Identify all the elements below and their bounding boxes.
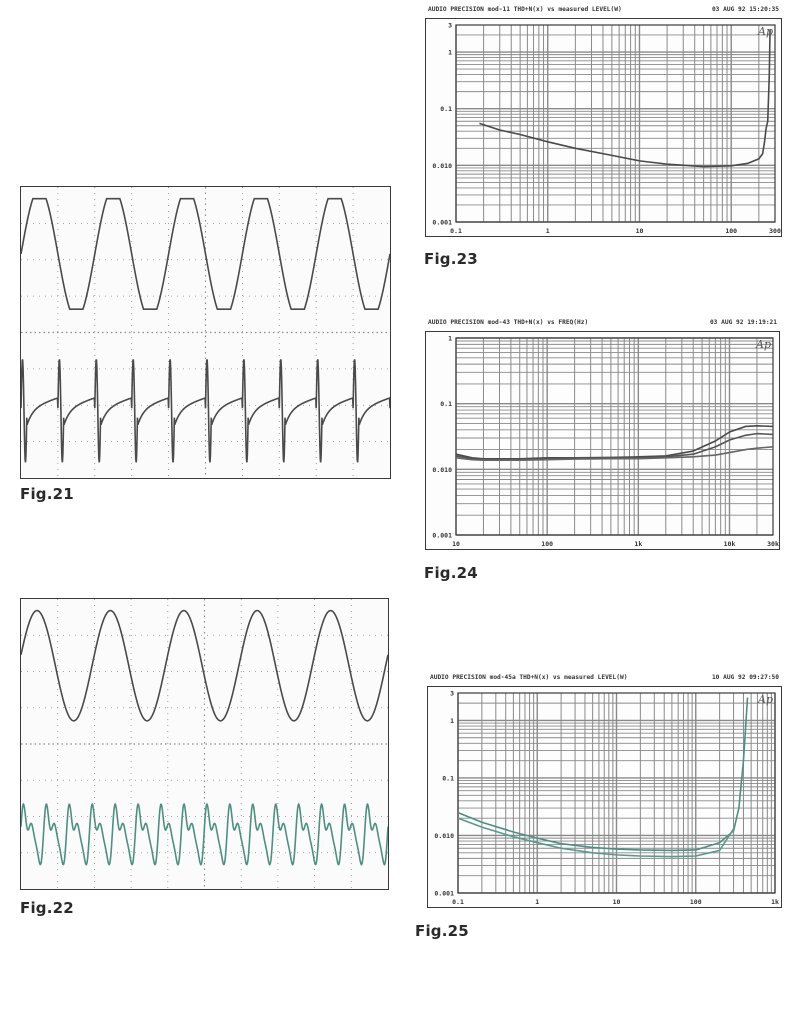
fig25-x-tick-label: 1: [535, 898, 539, 906]
fig24-label: Fig.24: [424, 564, 478, 582]
fig23-x-tick-label: 300: [769, 227, 781, 235]
fig25-y-tick-label: 0.001: [434, 890, 454, 898]
fig25-x-tick-label: 0.1: [452, 898, 464, 906]
fig25-y-tick-label: 0.010: [434, 832, 454, 840]
fig24-ap-logo: Ap: [756, 338, 771, 351]
fig24-x-tick-label: 10k: [724, 540, 736, 548]
fig21-trace-1: [21, 197, 390, 311]
fig23-ap-logo: Ap: [758, 25, 773, 38]
fig22-graticule: [21, 599, 388, 889]
fig21-oscilloscope-panel: [20, 186, 391, 479]
fig24-x-tick-label: 30k: [767, 540, 779, 548]
fig24-series-3: [455, 446, 774, 461]
fig23-plot-frame: [455, 24, 776, 223]
fig23-y-tick-label: 0.001: [432, 219, 452, 227]
fig24-plot: 10 100 1k 10k 30k 1 0.1 0.010 0.001: [432, 335, 779, 549]
fig23-label: Fig.23: [424, 250, 478, 268]
fig24-series-1: [455, 425, 774, 460]
fig21-label: Fig.21: [20, 485, 74, 503]
fig22-oscilloscope-panel: [20, 598, 389, 890]
fig25-x-tick-label: 100: [690, 898, 702, 906]
fig23-x-tick-label: 1: [546, 227, 550, 235]
fig25-ap-logo: Ap: [758, 693, 773, 706]
fig23-series-1: [479, 29, 771, 168]
fig24-grid: [455, 337, 774, 536]
fig23-y-tick-label: 3: [448, 22, 452, 30]
fig25-plot-frame: [457, 692, 776, 894]
fig23-y-tick-label: 0.010: [432, 162, 452, 170]
fig24-ap-plot-panel: AUDIO PRECISION mod-43 THD+N(x) vs FREQ(…: [425, 319, 780, 550]
fig24-x-tick-label: 10: [452, 540, 460, 548]
fig25-grid: [457, 692, 776, 894]
fig25-header: AUDIO PRECISION mod-45a THD+N(x) vs meas…: [430, 674, 628, 681]
fig23-y-tick-label: 1: [448, 49, 452, 57]
fig22-plot: [21, 599, 388, 889]
fig24-x-tick-label: 1k: [634, 540, 642, 548]
fig21-trace-2: [21, 359, 390, 463]
fig25-ap-plot-panel: AUDIO PRECISION mod-45a THD+N(x) vs meas…: [427, 674, 782, 908]
fig22-trace-1: [21, 609, 388, 722]
fig24-y-tick-label: 1: [448, 335, 452, 343]
fig24-date: 03 AUG 92 19:19:21: [709, 319, 777, 326]
fig23-ap-plot-panel: AUDIO PRECISION mod-11 THD+N(x) vs measu…: [425, 6, 782, 237]
fig25-x-tick-label: 1k: [771, 898, 779, 906]
fig24-header: AUDIO PRECISION mod-43 THD+N(x) vs FREQ(…: [428, 319, 589, 326]
fig25-series-2: [457, 817, 735, 858]
fig24-y-tick-label: 0.010: [432, 466, 452, 474]
fig23-plot: 0.1 1 10 100 300 3 1 0.1 0.010 0.001: [432, 22, 781, 236]
fig25-plot: 0.1 1 10 100 1k 3 1 0.1 0.010 0.001: [434, 690, 779, 907]
fig25-x-tick-label: 10: [613, 898, 621, 906]
fig25-label: Fig.25: [415, 922, 469, 940]
fig21-graticule: [21, 187, 390, 478]
fig22-label: Fig.22: [20, 899, 74, 917]
fig24-plot-frame: [455, 337, 774, 536]
fig21-plot: [21, 187, 390, 478]
fig23-y-tick-label: 0.1: [440, 105, 452, 113]
fig24-y-tick-label: 0.1: [440, 400, 452, 408]
fig23-x-tick-label: 0.1: [450, 227, 462, 235]
fig23-x-tick-label: 100: [725, 227, 737, 235]
fig23-header: AUDIO PRECISION mod-11 THD+N(x) vs measu…: [428, 6, 622, 13]
fig24-x-tick-label: 100: [541, 540, 553, 548]
fig24-y-tick-label: 0.001: [432, 532, 452, 540]
fig25-y-tick-label: 3: [450, 690, 454, 698]
fig25-series-1: [457, 697, 749, 852]
fig23-x-tick-label: 10: [636, 227, 644, 235]
fig23-date: 03 AUG 92 15:20:35: [711, 6, 779, 13]
fig22-trace-2: [21, 802, 388, 866]
fig23-grid: [455, 24, 776, 223]
fig25-y-tick-label: 1: [450, 717, 454, 725]
fig25-y-tick-label: 0.1: [442, 774, 454, 782]
fig25-date: 10 AUG 92 09:27:50: [711, 674, 779, 681]
